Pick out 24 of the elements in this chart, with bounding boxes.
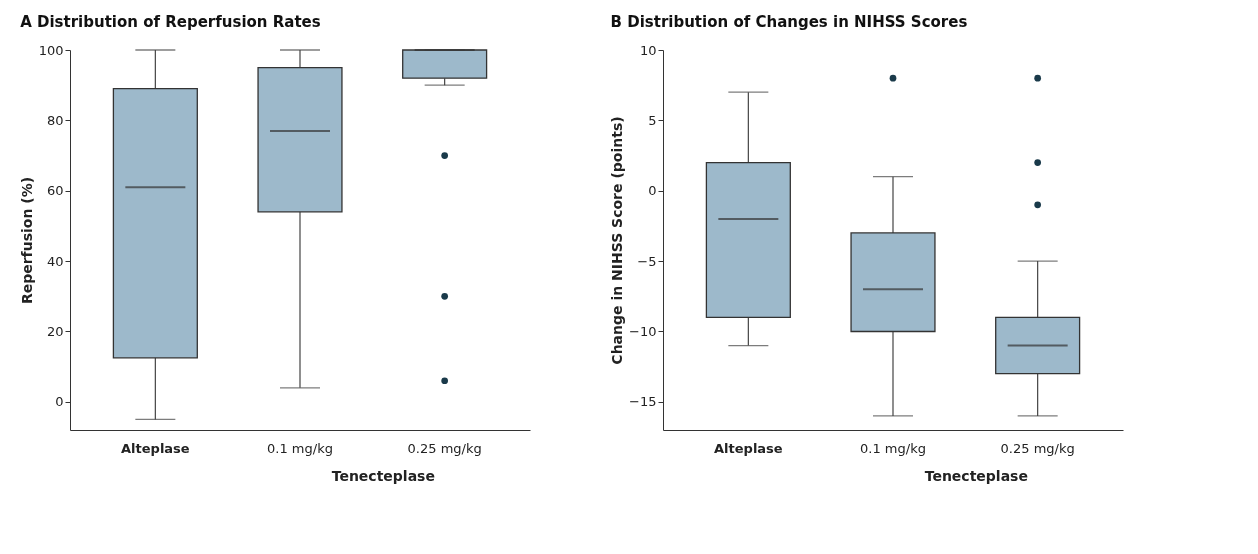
y-tick-label: 60	[46, 183, 64, 199]
y-tick-label: 40	[46, 253, 64, 269]
y-tick-label: 0	[55, 394, 64, 410]
x-tick-label: 0.1 mg/kg	[267, 440, 333, 456]
x-tick-label: Alteplase	[121, 440, 190, 456]
y-tick-label: 100	[38, 42, 64, 58]
chart-title: B Distribution of Changes in NIHSS Scores	[610, 13, 968, 31]
x-tick-label: 0.25 mg/kg	[407, 440, 482, 456]
y-tick-label: 5	[648, 112, 657, 128]
y-tick-label: −15	[629, 394, 657, 410]
x-axis-title: Tenecteplase	[924, 467, 1028, 484]
chart-title: A Distribution of Reperfusion Rates	[20, 13, 321, 31]
x-tick-label: Alteplase	[714, 440, 783, 456]
x-tick-label: 0.25 mg/kg	[1000, 440, 1075, 456]
y-tick-label: 80	[46, 112, 64, 128]
x-axis-title: Tenecteplase	[331, 467, 435, 484]
y-tick-label: 20	[46, 323, 64, 339]
y-axis-title: Reperfusion (%)	[18, 176, 35, 305]
x-tick-label: 0.1 mg/kg	[860, 440, 926, 456]
y-axis-title: Change in NIHSS Score (points)	[609, 116, 626, 365]
y-tick-label: 10	[639, 42, 657, 58]
y-tick-label: −5	[637, 253, 657, 269]
y-tick-label: −10	[629, 323, 657, 339]
y-tick-label: 0	[648, 183, 657, 199]
